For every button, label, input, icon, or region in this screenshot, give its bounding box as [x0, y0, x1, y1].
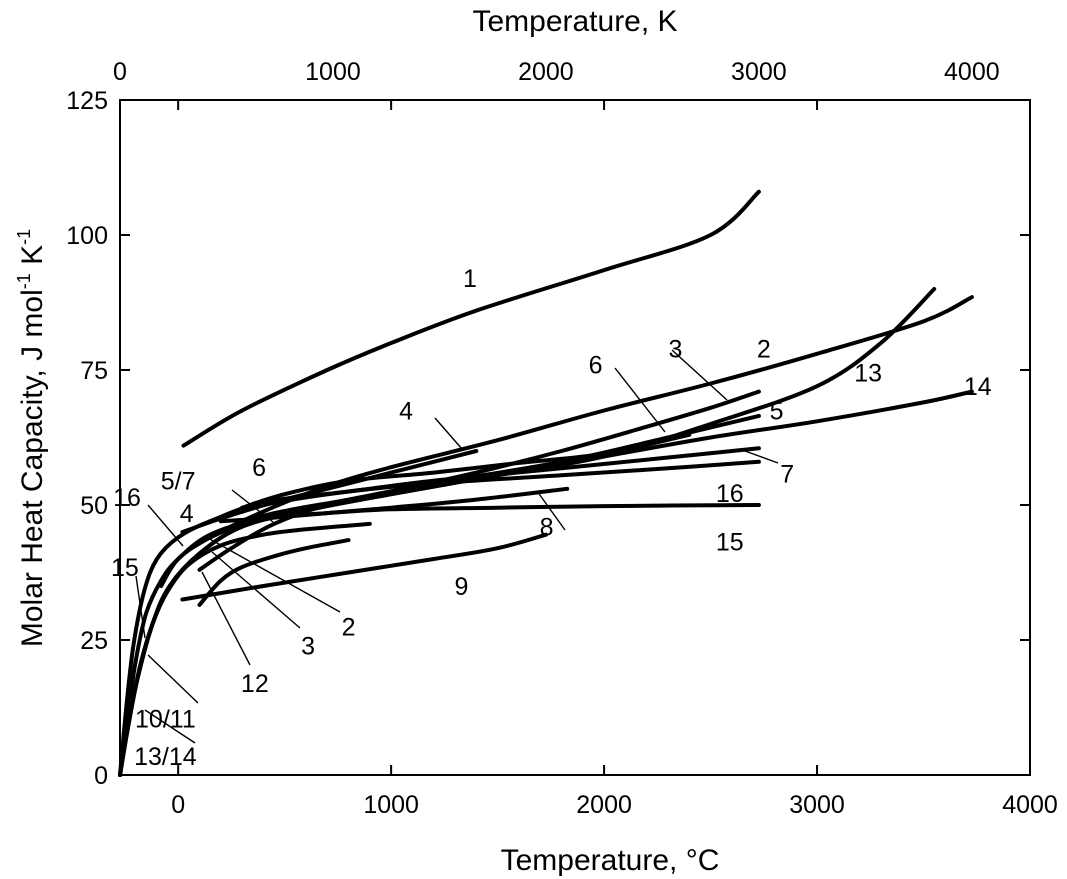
- y-tick-label: 50: [80, 492, 108, 520]
- series-14-line: [118, 389, 974, 777]
- leader-line: [744, 450, 779, 464]
- leader-line: [434, 417, 463, 450]
- curve-label: 7: [780, 461, 794, 489]
- series-16-line: [118, 459, 761, 777]
- curve-label: 5/7: [161, 468, 196, 496]
- curve-label: 9: [454, 573, 468, 601]
- x2-tick-label: 0: [113, 58, 127, 86]
- leader-line: [614, 367, 666, 433]
- x2-tick-label: 2000: [518, 58, 574, 86]
- x-tick-label: 1000: [363, 791, 419, 819]
- curve-label: 8: [540, 514, 554, 542]
- x-tick-label: 4000: [1002, 791, 1058, 819]
- leader-line: [231, 489, 274, 523]
- plot-frame-group: [119, 99, 1031, 776]
- curve-label: 14: [964, 373, 992, 401]
- leader-line: [144, 709, 196, 744]
- curve-label: 10/11: [135, 705, 196, 733]
- curve-label: 16: [716, 480, 744, 508]
- y-axis-title-exp1: -1: [14, 273, 34, 289]
- curve-label: 3: [668, 335, 682, 363]
- curve-label: 1: [463, 265, 477, 293]
- plot-frame: [119, 99, 1031, 776]
- curves-layer: [118, 189, 974, 777]
- curve-label: 13: [854, 360, 882, 388]
- y-tick-label: 100: [66, 222, 108, 250]
- curve-label: 6: [252, 454, 266, 482]
- x2-tick-label: 1000: [305, 58, 361, 86]
- series-2-line: [159, 295, 974, 588]
- leader-lines: [135, 349, 779, 744]
- leader-line: [536, 490, 566, 531]
- x2-tick-label: 4000: [944, 58, 1000, 86]
- curve-label: 5: [770, 398, 784, 426]
- y-axis-title-main: Molar Heat Capacity, J mol: [16, 289, 49, 647]
- x-axis-title: Temperature, K: [472, 5, 677, 38]
- series-6-line: [240, 432, 692, 510]
- y-axis-title-mid: K: [16, 245, 49, 273]
- curve-label: 13/14: [134, 743, 197, 771]
- curve-label: 6: [589, 352, 603, 380]
- series-9-line: [180, 532, 548, 602]
- curve-label: 3: [301, 632, 315, 660]
- series-12-line: [197, 538, 351, 607]
- curve-label: 16: [113, 484, 141, 512]
- y-tick-label: 25: [80, 627, 108, 655]
- top-axis: 0 1000 2000 3000 4000: [113, 58, 1000, 86]
- y-tick-label: 0: [94, 762, 108, 790]
- x2-tick-label: 3000: [731, 58, 787, 86]
- series-15-line: [118, 503, 761, 777]
- curve-label: 2: [342, 614, 356, 642]
- leader-line: [207, 537, 341, 613]
- leader-line: [671, 349, 728, 401]
- x-tick-label: 0: [171, 791, 185, 819]
- y-tick-label: 75: [80, 357, 108, 385]
- bottom-axis: 0 1000 2000 3000 4000: [171, 100, 1058, 819]
- leader-line: [135, 575, 146, 639]
- curve-label: 4: [180, 500, 194, 528]
- y-axis-title-exp2: -1: [14, 229, 34, 245]
- x-tick-label: 2000: [576, 791, 632, 819]
- curve-label: 2: [757, 335, 771, 363]
- series-1-line: [181, 189, 761, 448]
- leader-line: [147, 504, 184, 547]
- curve-label: 15: [716, 529, 744, 557]
- leader-line: [211, 551, 301, 629]
- y-tick-label: 125: [66, 87, 108, 115]
- axis-titles: Temperature, K Temperature, °C Molar Hea…: [14, 5, 719, 877]
- series-7-line: [208, 446, 761, 524]
- series-13-line: [118, 287, 937, 777]
- x-tick-label: 3000: [789, 791, 845, 819]
- x-axis-title-bottom: Temperature, °C: [501, 844, 720, 877]
- y-axis-title: Molar Heat Capacity, J mol-1 K-1: [14, 229, 49, 647]
- curve-label: 12: [241, 670, 269, 698]
- curve-label: 15: [111, 554, 139, 582]
- leader-line: [201, 571, 251, 666]
- leader-line: [147, 654, 199, 704]
- curve-label: 4: [399, 398, 413, 426]
